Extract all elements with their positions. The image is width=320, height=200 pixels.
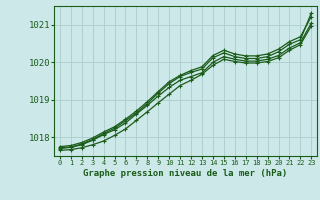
X-axis label: Graphe pression niveau de la mer (hPa): Graphe pression niveau de la mer (hPa) <box>84 169 288 178</box>
